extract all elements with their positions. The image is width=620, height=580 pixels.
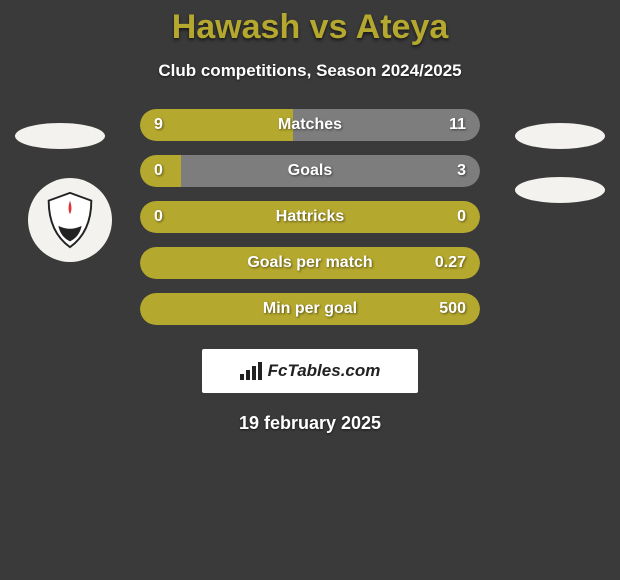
stat-right-value: 0: [457, 208, 466, 226]
stat-right-value: 0.27: [435, 254, 466, 272]
stat-row: 0 3 Goals: [140, 155, 480, 187]
brand-text: FcTables.com: [268, 361, 381, 381]
stat-label: Matches: [278, 116, 342, 134]
stat-row: 0 0 Hattricks: [140, 201, 480, 233]
stat-bar: 0 3 Goals: [140, 155, 480, 187]
shield-icon: [39, 189, 101, 251]
stat-row: 500 Min per goal: [140, 293, 480, 325]
stat-label: Goals per match: [247, 254, 372, 272]
comparison-date: 19 february 2025: [239, 413, 381, 434]
stat-bar: 0 0 Hattricks: [140, 201, 480, 233]
bars-icon: [240, 362, 262, 380]
stat-right-value: 11: [449, 116, 466, 134]
stat-left-value: 0: [154, 208, 163, 226]
brand-badge[interactable]: FcTables.com: [202, 349, 418, 393]
player-right-placeholder-icon: [515, 123, 605, 149]
stat-row: 9 11 Matches: [140, 109, 480, 141]
comparison-title: Hawash vs Ateya: [172, 8, 449, 47]
stat-bar: 500 Min per goal: [140, 293, 480, 325]
stat-right-value: 3: [457, 162, 466, 180]
stat-bar: 9 11 Matches: [140, 109, 480, 141]
stat-label: Hattricks: [276, 208, 344, 226]
stat-left-value: 0: [154, 162, 163, 180]
club-left-crest: [28, 178, 112, 262]
stat-bar: 0.27 Goals per match: [140, 247, 480, 279]
stat-label: Min per goal: [263, 300, 357, 318]
stat-label: Goals: [288, 162, 332, 180]
stat-right-value: 500: [439, 300, 466, 318]
player-left-placeholder-icon: [15, 123, 105, 149]
stat-row: 0.27 Goals per match: [140, 247, 480, 279]
club-right-placeholder-icon: [515, 177, 605, 203]
comparison-subtitle: Club competitions, Season 2024/2025: [158, 61, 461, 81]
stat-left-value: 9: [154, 116, 163, 134]
